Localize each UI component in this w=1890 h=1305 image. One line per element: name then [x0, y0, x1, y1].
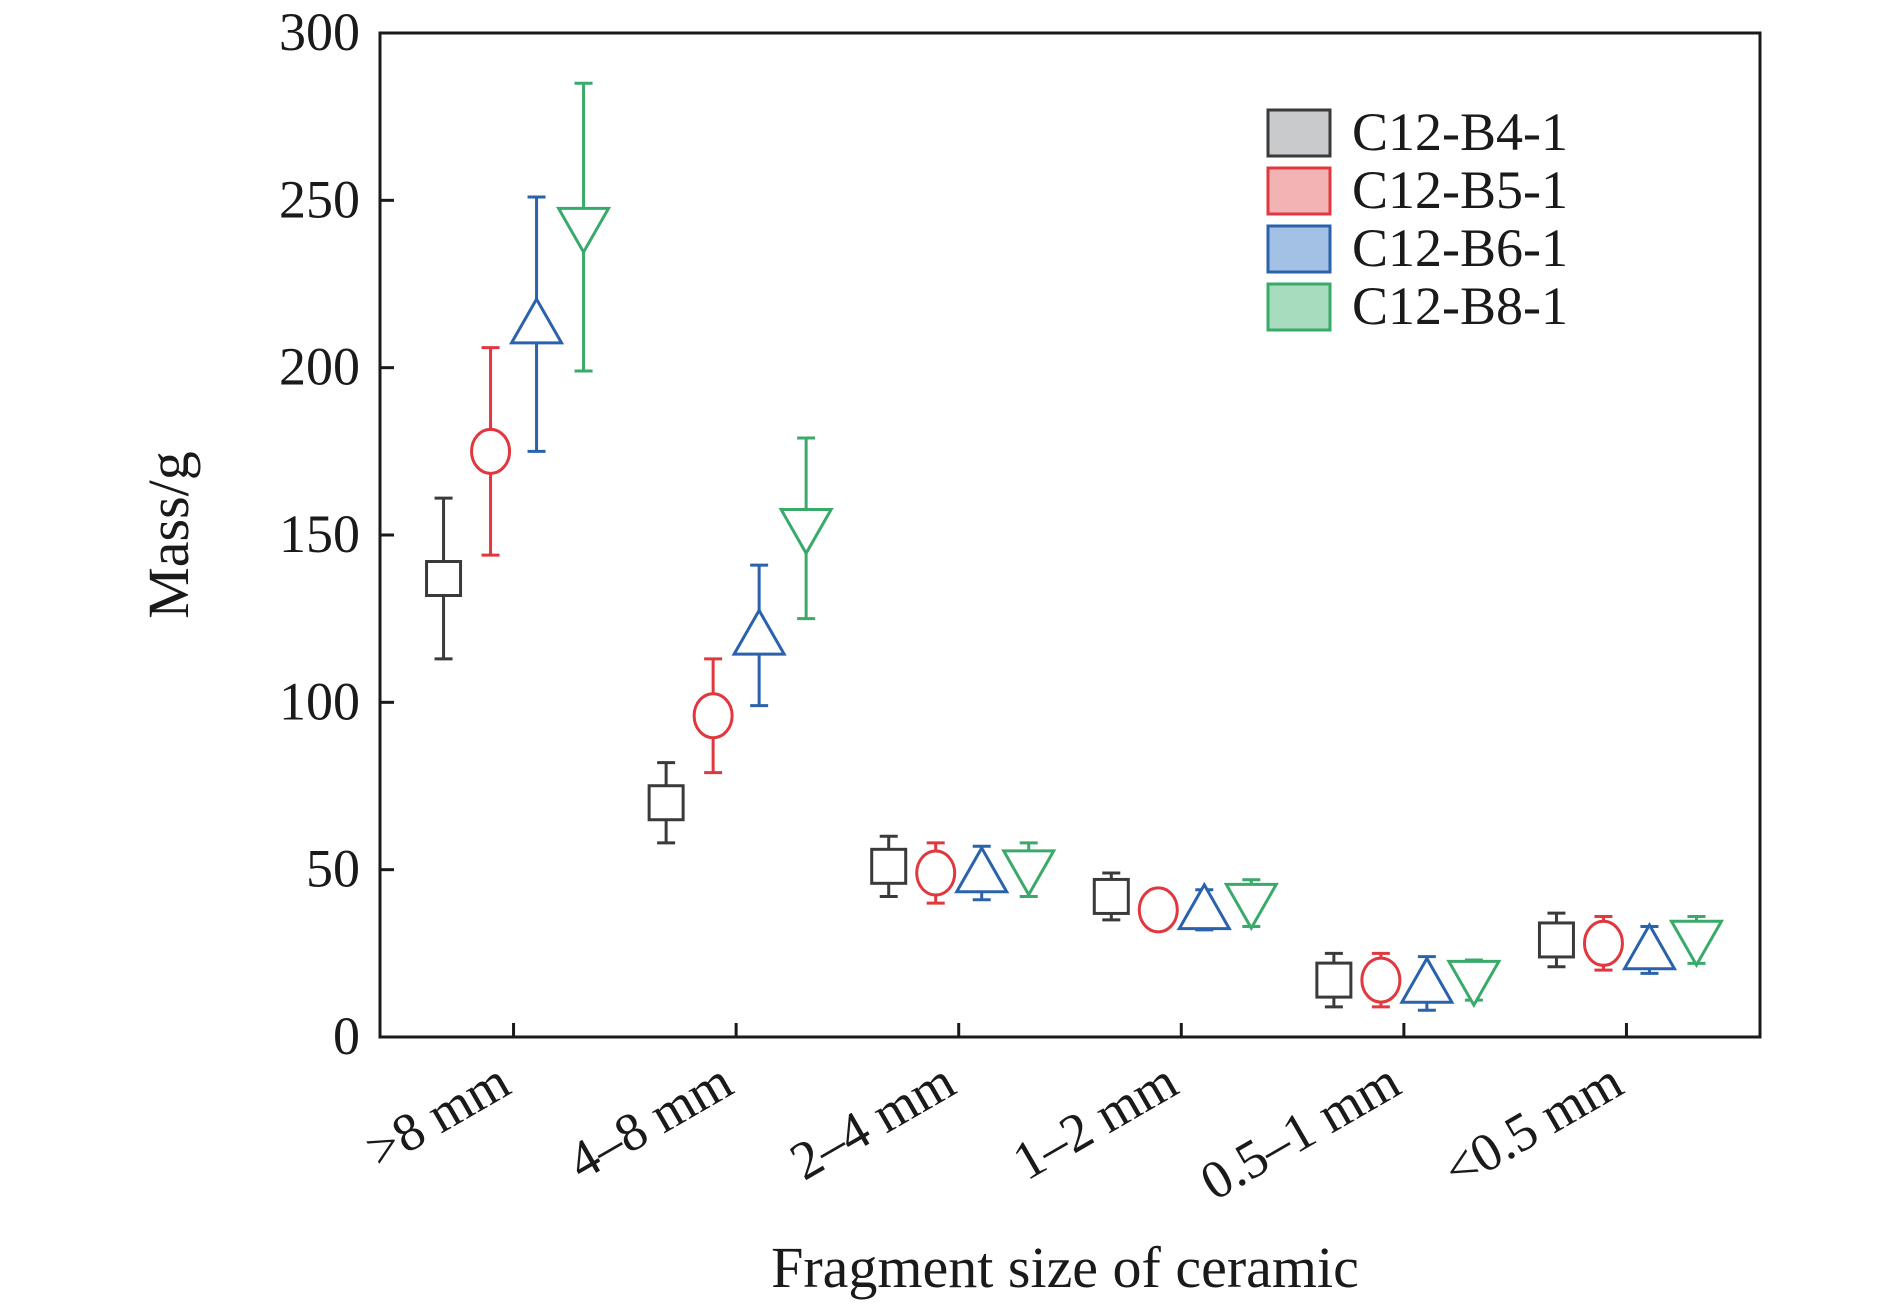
data-point	[1360, 956, 1402, 1004]
x-tick-label: 4–8 mm	[558, 1050, 743, 1191]
legend-label: C12-B4-1	[1352, 102, 1568, 162]
data-point	[1582, 919, 1624, 967]
data-point	[954, 844, 1010, 894]
y-tick-label: 50	[306, 839, 360, 899]
x-tick-label: 2–4 mm	[780, 1050, 965, 1191]
x-tick-label: 1–2 mm	[1003, 1050, 1188, 1191]
data-point	[425, 560, 463, 598]
data-point	[778, 508, 834, 557]
y-tick-label: 200	[279, 337, 360, 397]
data-point	[1176, 881, 1232, 931]
x-tick-label: >8 mm	[355, 1050, 519, 1179]
data-point	[915, 849, 957, 897]
data-point	[870, 847, 908, 885]
y-tick-label: 300	[279, 2, 360, 62]
data-point	[1446, 959, 1502, 1009]
data-point	[1092, 877, 1130, 915]
data-point	[647, 784, 685, 822]
data-point	[1223, 882, 1279, 932]
legend-label: C12-B5-1	[1352, 160, 1568, 220]
legend-swatch	[1266, 282, 1332, 332]
y-tick-label: 0	[333, 1006, 360, 1066]
data-point	[470, 427, 512, 475]
data-point	[1399, 955, 1455, 1004]
y-tick-label: 100	[279, 671, 360, 731]
x-axis-title: Fragment size of ceramic	[771, 1235, 1359, 1300]
data-point	[1621, 921, 1678, 971]
data-point	[1315, 961, 1353, 999]
y-axis-title: Mass/g	[136, 451, 201, 619]
data-point	[555, 206, 612, 256]
y-tick-label: 250	[279, 169, 360, 229]
legend-swatch	[1266, 166, 1332, 216]
data-point	[1668, 919, 1725, 968]
data-point	[1001, 849, 1057, 898]
data-point	[692, 692, 734, 740]
data-point	[1537, 921, 1575, 959]
legend-label: C12-B6-1	[1352, 218, 1568, 278]
x-tick-label: 0.5–1 mm	[1190, 1050, 1410, 1211]
legend-label: C12-B8-1	[1352, 276, 1568, 336]
y-tick-label: 150	[279, 504, 360, 564]
x-tick-label: <0.5 mm	[1433, 1050, 1632, 1200]
legend-swatch	[1266, 108, 1332, 158]
legend-swatch	[1266, 224, 1332, 274]
data-point	[1137, 886, 1179, 934]
data-point	[731, 607, 787, 656]
data-point	[508, 296, 565, 345]
